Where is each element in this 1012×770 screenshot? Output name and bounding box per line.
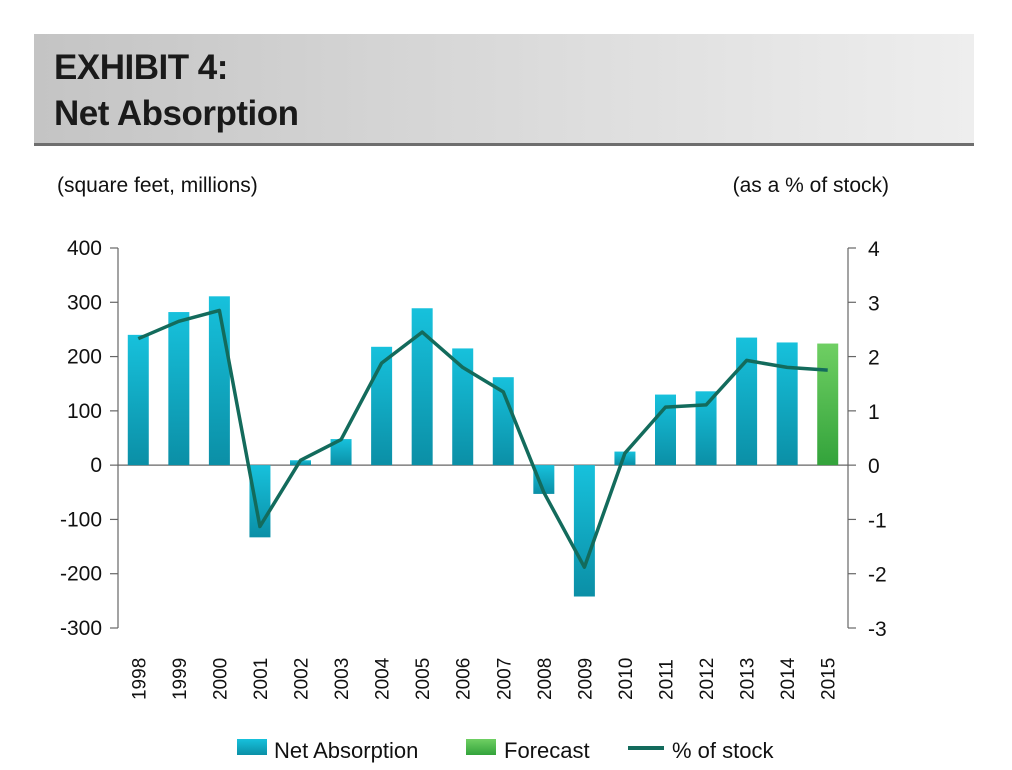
left-axis-label: (square feet, millions): [57, 174, 258, 197]
x-tick-label-2010: 2010: [616, 658, 637, 700]
y-tick-label-left: -200: [60, 563, 102, 586]
y-tick-label-right: -1: [868, 509, 887, 532]
bar-net-absorption-2000: [208, 296, 230, 466]
x-tick-label-2002: 2002: [292, 658, 313, 700]
x-tick-label-2001: 2001: [251, 658, 272, 700]
x-tick-label-1998: 1998: [129, 658, 150, 700]
y-tick-label-right: 4: [868, 238, 880, 261]
bar-net-absorption-2009: [573, 465, 595, 597]
y-tick-label-left: 0: [90, 454, 102, 477]
bar-net-absorption-2006: [452, 348, 474, 466]
legend-label-net-absorption: Net Absorption: [274, 738, 418, 763]
bar-net-absorption-2003: [330, 439, 352, 466]
y-tick-label-right: 3: [868, 292, 880, 315]
y-tick-label-left: -100: [60, 508, 102, 531]
x-tick-label-2004: 2004: [373, 657, 394, 700]
y-tick-label-right: -2: [868, 564, 887, 587]
x-tick-label-2003: 2003: [332, 658, 353, 700]
bar-net-absorption-1999: [168, 312, 190, 466]
bar-net-absorption-2014: [776, 342, 798, 466]
y-tick-label-right: 1: [868, 401, 880, 424]
y-tick-label-left: 400: [67, 237, 102, 260]
legend-swatch-net-absorption: [237, 739, 267, 755]
bar-net-absorption-2008: [533, 465, 555, 494]
bar-net-absorption-2005: [411, 308, 433, 466]
exhibit-header: EXHIBIT 4: Net Absorption: [34, 34, 974, 146]
x-tick-label-2008: 2008: [535, 658, 556, 700]
y-tick-label-right: 2: [868, 347, 880, 370]
bar-net-absorption-2012: [695, 391, 717, 466]
x-tick-label-2012: 2012: [697, 658, 718, 700]
exhibit-number: EXHIBIT 4:: [54, 48, 228, 87]
right-axis-label: (as a % of stock): [732, 174, 889, 197]
y-tick-label-left: -300: [60, 617, 102, 640]
bar-net-absorption-1998: [127, 334, 149, 466]
y-tick-label-right: -3: [868, 618, 887, 641]
y-tick-label-left: 100: [67, 400, 102, 423]
bar-net-absorption-2010: [614, 451, 636, 466]
x-tick-label-2006: 2006: [454, 658, 475, 700]
legend-swatch-forecast: [466, 739, 496, 755]
line-pct-of-stock: [137, 308, 828, 569]
legend-label-pct-of-stock: % of stock: [672, 738, 774, 763]
x-tick-label-2009: 2009: [575, 658, 596, 700]
x-tick-label-2007: 2007: [494, 658, 515, 700]
y-tick-label-left: 300: [67, 291, 102, 314]
x-tick-label-2005: 2005: [413, 658, 434, 700]
bar-net-absorption-2007: [492, 377, 514, 466]
legend-label-forecast: Forecast: [504, 738, 590, 763]
y-tick-label-left: 200: [67, 346, 102, 369]
bar-net-absorption-2013: [736, 337, 758, 466]
x-tick-label-2014: 2014: [778, 657, 799, 700]
y-tick-label-right: 0: [868, 455, 880, 478]
x-tick-label-2011: 2011: [657, 659, 678, 700]
chart-title: Net Absorption: [54, 94, 299, 133]
x-tick-label-2015: 2015: [819, 658, 840, 700]
x-tick-label-2013: 2013: [738, 658, 759, 700]
bar-forecast-2015: [817, 343, 839, 466]
x-tick-label-2000: 2000: [210, 658, 231, 700]
x-tick-label-1999: 1999: [170, 658, 191, 700]
